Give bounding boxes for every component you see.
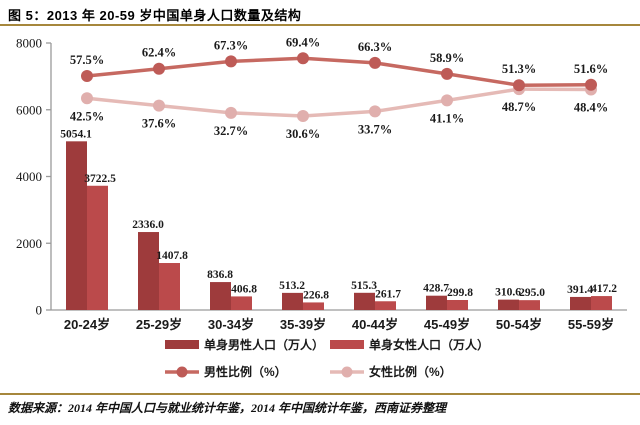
marker-male-ratio [297, 52, 309, 65]
bar-male [282, 292, 303, 310]
y-tick-label: 8000 [16, 36, 42, 51]
marker-female-ratio [225, 106, 237, 119]
female-ratio-label: 37.6% [142, 117, 176, 131]
bar-female-value: 299.8 [447, 287, 473, 299]
bar-male [426, 295, 447, 310]
bar-male-value: 2336.0 [132, 219, 164, 231]
female-ratio-label: 30.6% [286, 127, 320, 141]
x-tick-label: 35-39岁 [280, 317, 326, 332]
y-tick-label: 0 [36, 303, 43, 318]
bar-female-value: 3722.5 [84, 173, 116, 185]
male-ratio-label: 66.3% [358, 40, 392, 54]
y-tick-label: 4000 [16, 169, 42, 184]
figure-title: 图 5：2013 年 20-59 岁中国单身人口数量及结构 [8, 8, 302, 23]
x-tick-label: 40-44岁 [352, 317, 398, 332]
bar-male [138, 232, 159, 310]
figure-header: 图 5：2013 年 20-59 岁中国单身人口数量及结构 [0, 0, 640, 26]
bar-female [375, 301, 396, 310]
bar-male-value: 310.6 [495, 287, 521, 299]
bar-female [591, 296, 612, 310]
bar-male-value: 391.4 [567, 284, 593, 296]
line-male-ratio [86, 56, 592, 87]
bar-female [447, 299, 468, 310]
y-tick-label: 2000 [16, 236, 42, 251]
bar-male-value: 428.7 [423, 283, 449, 295]
marker-female-ratio [81, 92, 93, 105]
bar-male [66, 141, 87, 310]
x-tick-label: 20-24岁 [64, 317, 110, 332]
marker-female-ratio [153, 99, 165, 112]
marker-male-ratio [441, 67, 453, 80]
male-ratio-label: 67.3% [214, 38, 248, 52]
y-tick-label: 6000 [16, 102, 42, 117]
bar-male-value: 5054.1 [60, 128, 92, 140]
bar-female-value: 261.7 [375, 288, 401, 300]
x-tick-label: 45-49岁 [424, 317, 470, 332]
male-ratio-label: 69.4% [286, 35, 320, 49]
chart-area: 0 2000 4000 6000 8000 5054.1 3722.5 2336.0 1407.… [0, 26, 640, 391]
bar-female [87, 185, 108, 310]
marker-female-ratio [297, 109, 309, 122]
legend-marker-female-ratio [341, 366, 353, 378]
female-ratio-label: 48.4% [574, 101, 608, 115]
bar-male-value: 836.8 [207, 269, 233, 281]
combo-chart: 0 2000 4000 6000 8000 5054.1 3722.5 2336.0 1407.… [16, 35, 627, 379]
legend-marker-male-ratio [176, 366, 188, 378]
marker-male-ratio [153, 62, 165, 75]
bar-female [231, 296, 252, 310]
legend-label-male-bar: 单身男性人口（万人） [204, 337, 324, 352]
source-text: 数据来源：2014 年中国人口与就业统计年鉴，2014 年中国统计年鉴，西南证券… [8, 401, 447, 415]
female-ratio-label: 41.1% [430, 111, 464, 125]
bar-male-value: 515.3 [351, 280, 377, 292]
x-tick-label: 25-29岁 [136, 317, 182, 332]
bar-female [303, 302, 324, 310]
bar-female-value: 295.0 [519, 287, 545, 299]
male-ratio-label: 57.5% [70, 53, 104, 67]
bar-male [354, 292, 375, 310]
marker-male-ratio [513, 79, 525, 92]
female-ratio-label: 48.7% [502, 100, 536, 114]
marker-male-ratio [225, 55, 237, 68]
bar-male [498, 299, 519, 310]
bar-female-value: 406.8 [231, 283, 257, 295]
bar-male [570, 296, 591, 310]
legend-swatch-male-bar [165, 340, 199, 349]
legend-label-female-ratio: 女性比例（%） [369, 364, 452, 379]
marker-male-ratio [369, 56, 381, 69]
bar-female-value: 226.8 [303, 289, 329, 301]
marker-female-ratio [441, 94, 453, 107]
x-tick-label: 55-59岁 [568, 317, 614, 332]
x-tick-label: 50-54岁 [496, 317, 542, 332]
bar-female-value: 1407.8 [156, 250, 188, 262]
female-ratio-label: 42.5% [70, 109, 104, 123]
bar-male-value: 513.2 [279, 280, 305, 292]
female-ratio-label: 33.7% [358, 122, 392, 136]
marker-female-ratio [369, 105, 381, 118]
bar-male [210, 282, 231, 310]
x-tick-label: 30-34岁 [208, 317, 254, 332]
male-ratio-label: 51.3% [502, 62, 536, 76]
legend-label-female-bar: 单身女性人口（万人） [369, 337, 489, 352]
marker-male-ratio [81, 69, 93, 82]
male-ratio-label: 58.9% [430, 51, 464, 65]
bar-female [519, 300, 540, 310]
marker-male-ratio [585, 78, 597, 91]
bar-female [159, 263, 180, 310]
legend-swatch-female-bar [330, 340, 364, 349]
male-ratio-label: 62.4% [142, 46, 176, 60]
line-female-ratio [86, 87, 592, 118]
bar-female-value: 417.2 [591, 283, 617, 295]
legend-label-male-ratio: 男性比例（%） [204, 364, 287, 379]
figure-source: 数据来源：2014 年中国人口与就业统计年鉴，2014 年中国统计年鉴，西南证券… [0, 393, 640, 417]
female-ratio-label: 32.7% [214, 124, 248, 138]
male-ratio-label: 51.6% [574, 62, 608, 76]
